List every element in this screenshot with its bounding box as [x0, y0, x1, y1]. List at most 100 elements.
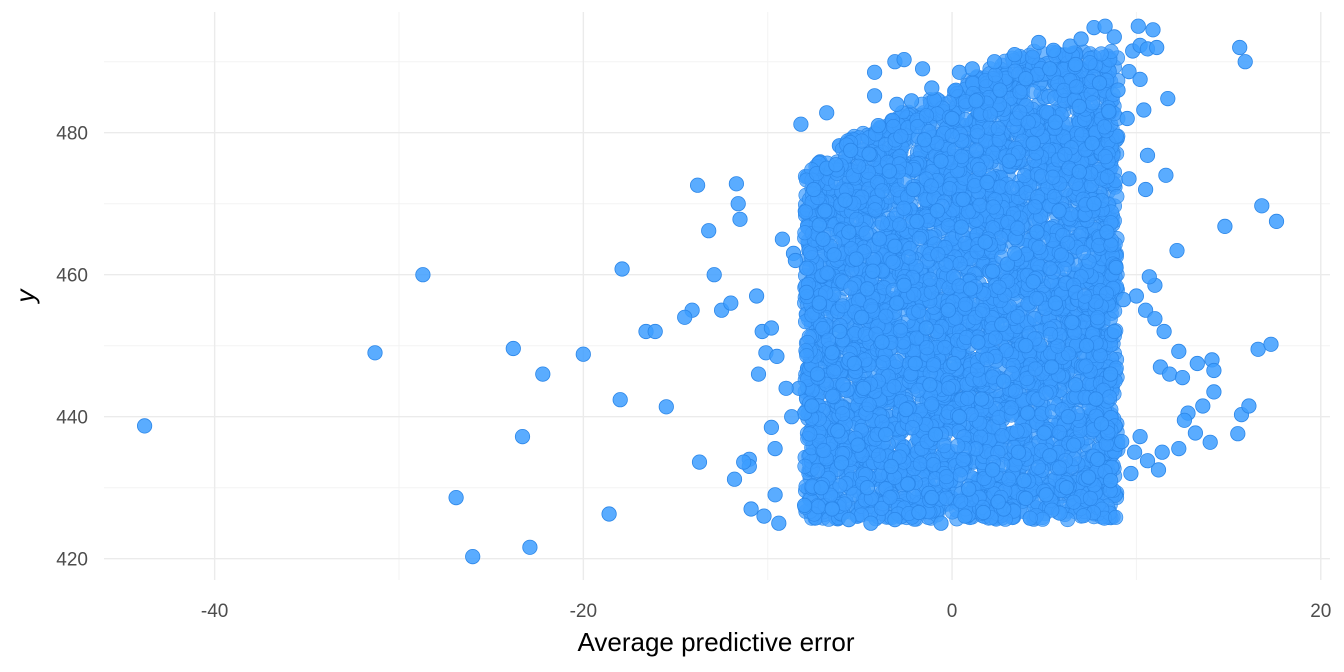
scatter-point: [1171, 343, 1187, 359]
scatter-point: [1169, 243, 1185, 259]
scatter-point: [1128, 288, 1145, 304]
scatter-point: [1071, 164, 1087, 180]
scatter-point: [871, 447, 887, 463]
scatter-point: [767, 487, 783, 503]
scatter-point: [1085, 95, 1101, 111]
scatter-point: [957, 508, 973, 524]
scatter-point: [1093, 416, 1110, 432]
scatter-point: [802, 426, 818, 442]
scatter-point: [1103, 237, 1119, 253]
scatter-point: [990, 121, 1006, 137]
scatter-point: [1058, 480, 1075, 496]
scatter-point: [756, 508, 772, 524]
scatter-point: [896, 51, 912, 68]
scatter-point: [969, 124, 985, 140]
scatter-point: [1158, 167, 1174, 183]
scatter-point: [1074, 127, 1090, 143]
scatter-point: [1071, 98, 1087, 115]
scatter-point: [830, 423, 846, 439]
scatter-point: [1097, 149, 1113, 165]
scatter-point: [924, 80, 940, 96]
scatter-point: [906, 286, 922, 302]
scatter-point: [1101, 103, 1117, 120]
dense-point-cloud: [797, 43, 1126, 528]
scatter-point: [946, 355, 962, 372]
scatter-point: [975, 504, 992, 521]
scatter-point: [826, 247, 842, 263]
scatter-point: [1263, 336, 1279, 352]
scatter-point: [938, 490, 954, 506]
scatter-point: [969, 362, 985, 378]
scatter-point: [833, 455, 850, 471]
scatter-point: [1042, 61, 1058, 77]
scatter-point: [994, 316, 1010, 332]
scatter-point: [933, 515, 949, 531]
scatter-point: [1189, 355, 1205, 372]
scatter-point: [950, 438, 966, 454]
scatter-point: [957, 235, 973, 251]
scatter-point: [924, 396, 940, 412]
scatter-point: [991, 409, 1007, 425]
scatter-point: [907, 355, 923, 372]
scatter-point: [804, 398, 820, 414]
scatter-point: [706, 267, 722, 283]
scatter-point: [1010, 309, 1026, 325]
scatter-point: [797, 204, 813, 220]
scatter-point: [1150, 462, 1167, 478]
scatter-point: [819, 265, 835, 281]
scatter-point: [1068, 56, 1084, 73]
scatter-point: [848, 251, 864, 267]
scatter-point: [784, 409, 800, 425]
scatter-point: [951, 409, 968, 425]
scatter-point: [1064, 314, 1080, 330]
scatter-point: [1171, 440, 1187, 457]
scatter-point: [1254, 198, 1270, 214]
scatter-point: [1088, 391, 1104, 407]
scatter-point: [797, 225, 813, 241]
scatter-point: [1086, 196, 1102, 212]
scatter-point: [951, 64, 968, 80]
scatter-point: [1028, 291, 1044, 307]
scatter-point: [996, 373, 1012, 389]
scatter-point: [1045, 169, 1061, 185]
scatter-point: [1206, 384, 1222, 400]
scatter-point: [991, 279, 1007, 295]
scatter-point: [985, 199, 1001, 215]
scatter-point: [1103, 472, 1119, 489]
scatter-point: [575, 346, 591, 362]
scatter-point: [871, 231, 887, 247]
scatter-point: [977, 234, 993, 250]
scatter-point: [889, 96, 905, 112]
scatter-point: [1025, 49, 1041, 65]
scatter-point: [846, 355, 862, 372]
scatter-point: [1027, 311, 1043, 327]
scatter-point: [1066, 494, 1082, 510]
scatter-point: [1060, 235, 1076, 251]
scatter-point: [1029, 224, 1045, 240]
scatter-point: [874, 183, 890, 199]
scatter-point: [937, 339, 953, 355]
scatter-point: [835, 298, 851, 314]
scatter-point: [743, 501, 759, 517]
scatter-point: [1020, 115, 1036, 131]
scatter-point: [815, 231, 831, 247]
scatter-point: [1077, 288, 1093, 304]
scatter-point: [927, 426, 944, 443]
scatter-point: [1012, 104, 1028, 120]
scatter-point: [874, 215, 890, 231]
scatter-point: [964, 61, 980, 77]
scatter-point: [1174, 369, 1191, 386]
scatter-point: [1027, 199, 1043, 215]
scatter-point: [843, 142, 859, 158]
scatter-point: [1056, 82, 1072, 98]
scatter-point: [954, 149, 970, 165]
scatter-point: [992, 82, 1008, 98]
scatter-point: [1147, 311, 1163, 327]
scatter-point: [984, 462, 1001, 478]
scatter-point: [929, 203, 945, 219]
scatter-point: [748, 288, 765, 304]
scatter-point: [909, 330, 925, 346]
scatter-point: [969, 244, 985, 260]
scatter-point: [1106, 323, 1122, 340]
